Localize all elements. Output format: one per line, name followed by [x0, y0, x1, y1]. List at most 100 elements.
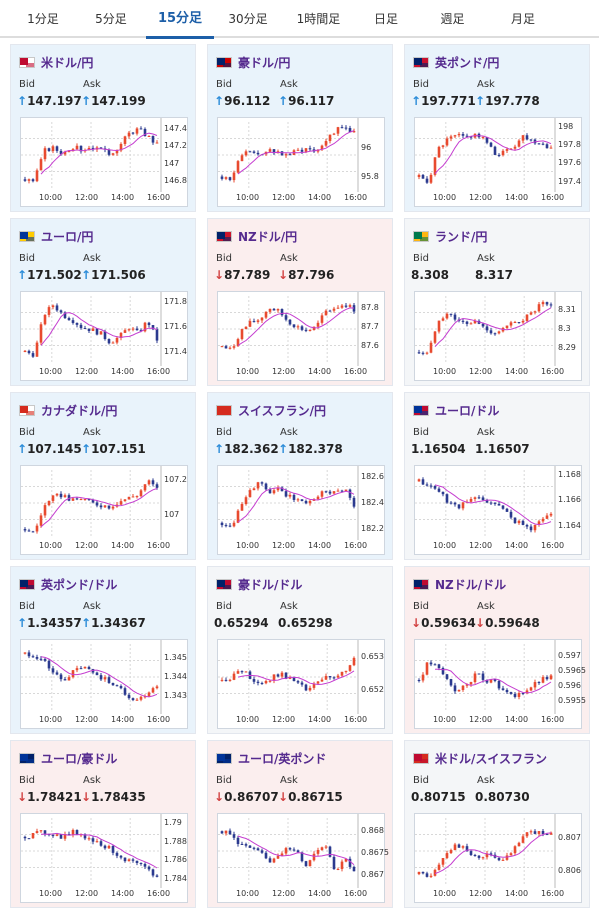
- rate-card[interactable]: NZドル/円 Bid Ask ↓87.789 ↓87.796 87.8 87.7 87.6 10…: [207, 218, 393, 386]
- pair-name[interactable]: 米ドル/円: [41, 56, 94, 70]
- candle-body: [493, 502, 497, 504]
- rate-card[interactable]: 豪ドル/ドル Bid Ask 0.65294 0.65298 0.653 0.652 10:0…: [207, 566, 393, 734]
- mini-chart[interactable]: 0.807 0.806 10:00 12:00 14:00 16:00: [414, 813, 582, 903]
- candle-body: [517, 842, 521, 847]
- candle-body: [320, 315, 324, 323]
- mini-chart[interactable]: 0.868 0.8675 0.867 10:00 12:00 14:00 16:00: [217, 813, 389, 903]
- pair-name[interactable]: NZドル/ドル: [435, 578, 507, 592]
- tab-2[interactable]: 15分足: [146, 0, 214, 39]
- tab-4[interactable]: 1時間足: [296, 12, 341, 26]
- pair-name[interactable]: 英ポンド/円: [435, 56, 500, 70]
- candle-body: [43, 659, 47, 661]
- x-tick-label: 16:00: [344, 367, 368, 376]
- x-tick-label: 16:00: [147, 889, 171, 898]
- pair-name[interactable]: ユーロ/円: [41, 230, 94, 244]
- arrow-up-icon: ↑: [81, 442, 92, 456]
- candle-body: [344, 670, 348, 672]
- pair-name[interactable]: ユーロ/豪ドル: [41, 752, 118, 766]
- candle-body: [139, 863, 143, 865]
- x-tick-label: 10:00: [236, 367, 260, 376]
- x-tick-label: 16:00: [541, 541, 565, 550]
- pair-name[interactable]: ユーロ/ドル: [435, 404, 500, 418]
- tab-6[interactable]: 週足: [440, 12, 465, 26]
- candle-body: [67, 151, 71, 153]
- mini-chart[interactable]: 8.31 8.3 8.29 10:00 12:00 14:00 16:00: [414, 291, 582, 381]
- pair-name[interactable]: NZドル/円: [238, 230, 298, 244]
- x-tick-label: 10:00: [236, 715, 260, 724]
- pair-name[interactable]: 豪ドル/円: [238, 56, 291, 70]
- pair-name[interactable]: 米ドル/スイスフラン: [435, 752, 548, 766]
- candle-body: [236, 339, 240, 347]
- rate-card[interactable]: 豪ドル/円 Bid Ask ↑96.112 ↑96.117 96 95.8 10:00 12:0…: [207, 44, 393, 212]
- mini-chart[interactable]: 107.2 107 10:00 12:00 14:00 16:00: [20, 465, 188, 555]
- tab-0[interactable]: 1分足: [27, 12, 59, 26]
- rate-card[interactable]: ランド/円 Bid Ask 8.308 8.317 8.31 8.3 8.29 10:00 12:…: [404, 218, 590, 386]
- candle-body: [521, 320, 525, 323]
- pair-name[interactable]: ランド/円: [435, 230, 488, 244]
- ask-value: 1.16507: [475, 442, 530, 456]
- ask-value: ↓0.59648: [475, 616, 540, 630]
- mini-chart[interactable]: 182.6 182.4 182.2 10:00 12:00 14:00 16:00: [217, 465, 385, 555]
- candle-body: [453, 502, 457, 505]
- tab-3[interactable]: 30分足: [228, 12, 268, 26]
- tab-1[interactable]: 5分足: [95, 12, 127, 26]
- candle-body: [441, 145, 445, 147]
- candle-body: [280, 672, 284, 677]
- mini-chart[interactable]: 147.4 147.2 147 146.8 10:00 12:00 14:00 16:00: [20, 117, 188, 207]
- rate-card[interactable]: 英ポンド/ドル Bid Ask ↑1.34357 ↑1.34367 1.345 1.344 1…: [10, 566, 196, 734]
- candle-body: [31, 353, 35, 357]
- x-tick-label: 16:00: [147, 715, 171, 724]
- pair-name[interactable]: ユーロ/英ポンド: [238, 752, 327, 766]
- pair-name[interactable]: 豪ドル/ドル: [238, 578, 303, 592]
- x-tick-label: 16:00: [344, 715, 368, 724]
- candle-body: [308, 148, 312, 150]
- bid-label: Bid: [19, 775, 35, 786]
- candle-body: [43, 505, 47, 516]
- mini-chart[interactable]: 0.597 0.5965 0.596 0.5955 10:00 12:00 14:00 16:…: [414, 639, 586, 729]
- mini-chart[interactable]: 1.168 1.166 1.164 10:00 12:00 14:00 16:00: [414, 465, 582, 555]
- candle-body: [127, 329, 131, 331]
- rate-card[interactable]: ユーロ/豪ドル Bid Ask ↓1.78421 ↓1.78435 1.79 1.788 1.…: [10, 740, 196, 908]
- chart-svg: [415, 292, 556, 366]
- candle-body: [51, 835, 55, 837]
- mini-chart[interactable]: 1.79 1.788 1.786 1.784 10:00 12:00 14:00 16:00: [20, 813, 188, 903]
- candle-body: [541, 831, 545, 835]
- rate-card[interactable]: ユーロ/ドル Bid Ask 1.16504 1.16507 1.168 1.166 1.16…: [404, 392, 590, 560]
- candle-body: [47, 148, 51, 152]
- rate-card[interactable]: スイスフラン/円 Bid Ask ↑182.362 ↑182.378 182.6 182.4…: [207, 392, 393, 560]
- tab-7[interactable]: 月足: [510, 12, 535, 26]
- mini-chart[interactable]: 0.653 0.652 10:00 12:00 14:00 16:00: [217, 639, 385, 729]
- pair-name[interactable]: カナダドル/円: [41, 404, 118, 418]
- arrow-up-icon: ↑: [278, 442, 289, 456]
- y-tick-label: 171.4: [164, 347, 187, 357]
- tab-5[interactable]: 日足: [373, 12, 398, 26]
- rate-card[interactable]: 米ドル/スイスフラン Bid Ask 0.80715 0.80730 0.807 0.806…: [404, 740, 590, 908]
- mini-chart[interactable]: 87.8 87.7 87.6 10:00 12:00 14:00 16:00: [217, 291, 385, 381]
- pair-name[interactable]: スイスフラン/円: [238, 404, 327, 418]
- candle-body: [91, 838, 95, 842]
- mini-chart[interactable]: 1.345 1.344 1.343 10:00 12:00 14:00 16:00: [20, 639, 188, 729]
- candle-body: [312, 853, 316, 861]
- candle-body: [304, 861, 308, 867]
- pair-name[interactable]: 英ポンド/ドル: [41, 578, 118, 592]
- candle-body: [107, 505, 111, 509]
- rate-card[interactable]: NZドル/ドル Bid Ask ↓0.59634 ↓0.59648 0.597 0.5965…: [404, 566, 590, 734]
- mini-chart[interactable]: 171.8 171.6 171.4 10:00 12:00 14:00 16:00: [20, 291, 188, 381]
- rate-card[interactable]: 英ポンド/円 Bid Ask ↑197.771 ↑197.778 198 197.8 197.…: [404, 44, 590, 212]
- candle-body: [545, 144, 549, 149]
- candle-body: [525, 524, 529, 527]
- mini-chart[interactable]: 198 197.8 197.6 197.4 10:00 12:00 14:00 16:00: [414, 117, 582, 207]
- candle-body: [248, 151, 252, 153]
- arrow-up-icon: ↑: [81, 94, 92, 108]
- rate-card[interactable]: ユーロ/円 Bid Ask ↑171.502 ↑171.506 171.8 171.6 171…: [10, 218, 196, 386]
- arrow-up-icon: ↑: [81, 616, 92, 630]
- candle-body: [509, 322, 513, 326]
- candle-body: [139, 128, 143, 130]
- rate-card[interactable]: ユーロ/英ポンド Bid Ask ↓0.86707 ↓0.86715 0.868 0.867…: [207, 740, 393, 908]
- rate-card[interactable]: 米ドル/円 Bid Ask ↑147.197 ↑147.199 147.4 147.2 147…: [10, 44, 196, 212]
- candle-body: [549, 832, 553, 835]
- rate-card[interactable]: カナダドル/円 Bid Ask ↑107.145 ↑107.151 107.2 107 10:…: [10, 392, 196, 560]
- arrow-up-icon: ↑: [17, 268, 28, 282]
- mini-chart[interactable]: 96 95.8 10:00 12:00 14:00 16:00: [217, 117, 385, 207]
- candle-body: [63, 679, 67, 681]
